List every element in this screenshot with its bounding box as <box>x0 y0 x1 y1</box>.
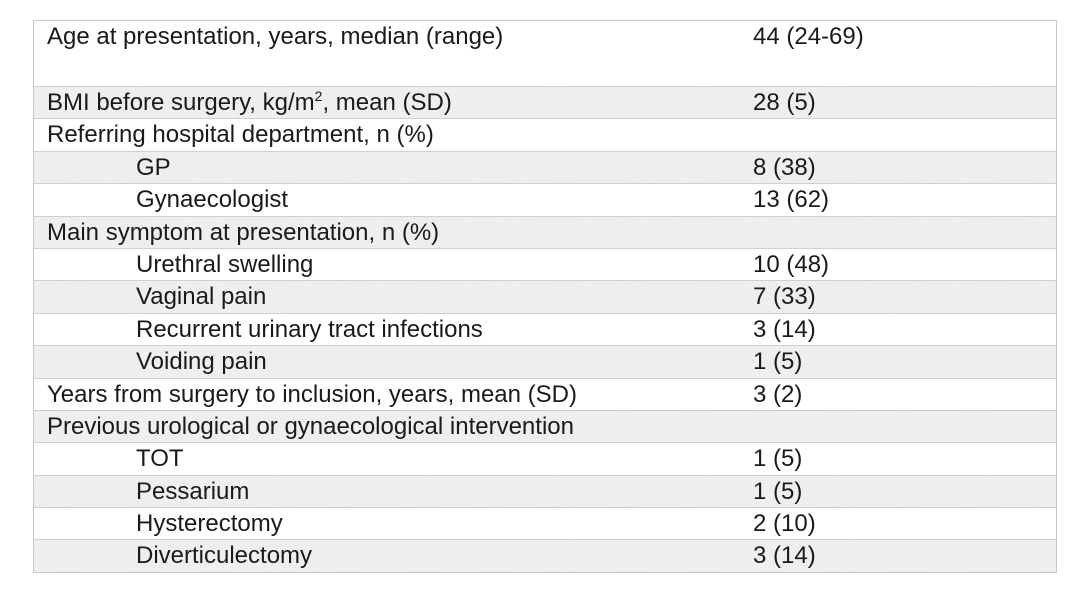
table-row: Recurrent urinary tract infections 3 (14… <box>34 312 1056 345</box>
row-label: Gynaecologist <box>136 186 289 214</box>
row-label-text: , mean (SD) <box>322 89 452 116</box>
row-value: 13 (62) <box>753 186 830 214</box>
table-row: Main symptom at presentation, n (%) <box>34 215 1056 248</box>
table-row: Vaginal pain 7 (33) <box>34 280 1056 313</box>
row-value <box>737 217 1056 218</box>
table-row: BMI before surgery, kg/m2, mean (SD) 28 … <box>34 86 1056 119</box>
table-row: Voiding pain 1 (5) <box>34 345 1056 378</box>
row-label-superscript: 2 <box>314 88 323 104</box>
table-row: Pessarium 1 (5) <box>34 474 1056 508</box>
row-label: BMI before surgery, kg/m2, mean (SD) <box>34 87 737 118</box>
table-row: Previous urological or gynaecological in… <box>34 409 1056 443</box>
row-label: Main symptom at presentation, n (%) <box>47 218 440 246</box>
table-row: Years from surgery to inclusion, years, … <box>34 377 1056 410</box>
row-value: 3 (14) <box>753 315 816 343</box>
row-label: Hysterectomy <box>136 510 283 538</box>
row-value: 7 (33) <box>753 283 816 311</box>
table-row: Diverticulectomy 3 (14) <box>34 539 1056 572</box>
row-label: Previous urological or gynaecological in… <box>47 412 574 440</box>
row-label: Referring hospital department, n (%) <box>47 121 434 149</box>
row-value: 8 (38) <box>753 153 816 181</box>
row-label: Pessarium <box>136 477 250 505</box>
row-label: Recurrent urinary tract infections <box>136 315 483 343</box>
row-label: Diverticulectomy <box>136 542 313 570</box>
row-value: 1 (5) <box>753 348 803 376</box>
row-value <box>737 119 1056 120</box>
table-row: Referring hospital department, n (%) <box>34 118 1056 150</box>
table-row: TOT 1 (5) <box>34 442 1056 474</box>
table-row: Urethral swelling 10 (48) <box>34 247 1056 280</box>
row-value: 3 (14) <box>753 542 816 570</box>
row-value: 2 (10) <box>753 510 816 538</box>
row-label: Vaginal pain <box>136 283 267 311</box>
row-value: 44 (24-69) <box>753 23 864 50</box>
table-row: GP 8 (38) <box>34 150 1056 184</box>
row-label: Age at presentation, years, median (rang… <box>47 23 504 50</box>
row-value: 10 (48) <box>753 250 830 278</box>
row-value <box>737 411 1056 412</box>
row-label: Years from surgery to inclusion, years, … <box>47 380 577 408</box>
row-label: GP <box>136 153 171 181</box>
row-label-text: BMI before surgery, kg/m <box>47 89 315 116</box>
row-value: 28 (5) <box>753 89 816 116</box>
row-value: 1 (5) <box>753 445 803 473</box>
row-value: 1 (5) <box>753 477 803 505</box>
table-row: Hysterectomy 2 (10) <box>34 507 1056 539</box>
row-label: Urethral swelling <box>136 250 314 278</box>
table-row: Age at presentation, years, median (rang… <box>34 21 1056 86</box>
row-label: Voiding pain <box>136 348 267 376</box>
table-row: Gynaecologist 13 (62) <box>34 183 1056 215</box>
row-value: 3 (2) <box>753 380 803 408</box>
characteristics-table: Age at presentation, years, median (rang… <box>33 20 1057 573</box>
row-label: TOT <box>136 445 184 473</box>
